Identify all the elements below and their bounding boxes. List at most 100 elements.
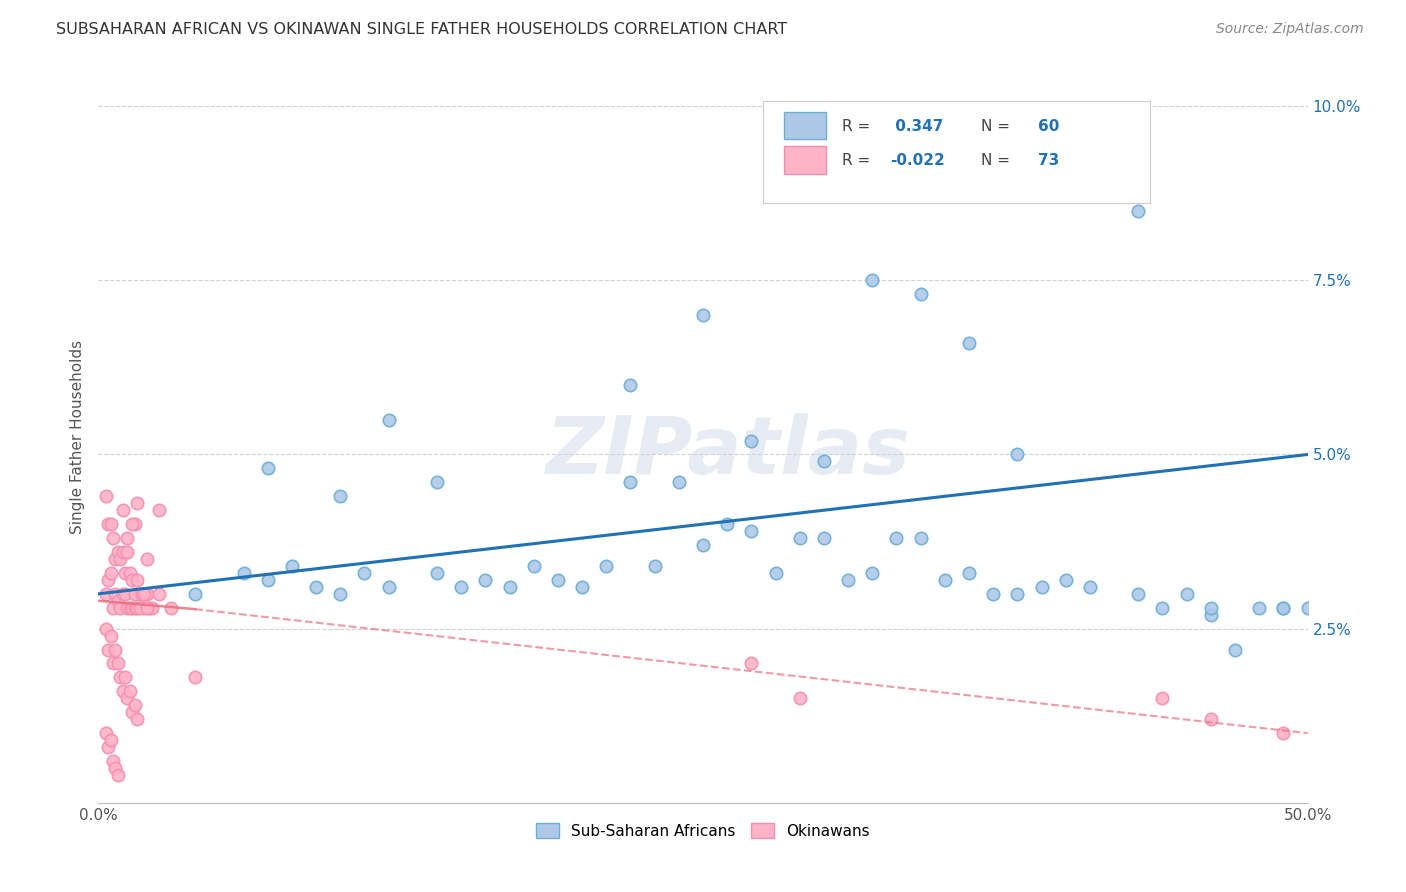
Text: SUBSAHARAN AFRICAN VS OKINAWAN SINGLE FATHER HOUSEHOLDS CORRELATION CHART: SUBSAHARAN AFRICAN VS OKINAWAN SINGLE FA… — [56, 22, 787, 37]
Point — [329, 489, 352, 503]
Point — [128, 600, 150, 615]
Point — [114, 670, 136, 684]
Point — [740, 434, 762, 448]
Point — [1152, 691, 1174, 706]
Point — [131, 587, 153, 601]
Point — [353, 566, 375, 580]
Bar — [785, 112, 827, 139]
Point — [111, 503, 134, 517]
Point — [498, 580, 520, 594]
Point — [108, 600, 131, 615]
Point — [135, 587, 157, 601]
Point — [121, 573, 143, 587]
Point — [910, 287, 932, 301]
Y-axis label: Single Father Households: Single Father Households — [69, 340, 84, 534]
Point — [981, 587, 1004, 601]
Point — [148, 503, 170, 517]
Point — [1199, 712, 1222, 726]
Point — [523, 558, 546, 573]
Point — [124, 517, 146, 532]
Point — [256, 573, 278, 587]
Point — [118, 566, 141, 580]
Point — [111, 684, 134, 698]
Point — [1054, 573, 1077, 587]
Point — [1249, 600, 1271, 615]
Point — [910, 531, 932, 545]
Point — [117, 545, 139, 559]
Point — [184, 670, 207, 684]
Text: R =: R = — [842, 119, 875, 134]
Point — [134, 587, 156, 601]
Point — [104, 761, 127, 775]
Point — [1031, 580, 1053, 594]
Point — [281, 558, 304, 573]
Point — [1128, 587, 1150, 601]
Point — [957, 566, 980, 580]
Point — [1272, 600, 1295, 615]
Point — [957, 336, 980, 351]
Point — [692, 308, 714, 322]
Point — [127, 573, 149, 587]
Point — [305, 580, 328, 594]
Point — [232, 566, 254, 580]
Text: R =: R = — [842, 153, 875, 168]
Point — [104, 642, 127, 657]
Point — [121, 705, 143, 719]
Point — [1152, 600, 1174, 615]
Point — [860, 566, 883, 580]
Point — [107, 594, 129, 608]
Point — [114, 587, 136, 601]
Point — [104, 552, 127, 566]
Point — [100, 733, 122, 747]
Point — [1199, 600, 1222, 615]
Point — [1054, 169, 1077, 183]
Point — [1007, 587, 1029, 601]
Point — [101, 531, 124, 545]
Point — [1223, 642, 1246, 657]
Point — [644, 558, 666, 573]
Point — [127, 712, 149, 726]
Point — [127, 496, 149, 510]
Point — [111, 587, 134, 601]
Point — [377, 580, 399, 594]
Point — [100, 629, 122, 643]
Point — [131, 587, 153, 601]
Point — [934, 573, 956, 587]
Point — [117, 531, 139, 545]
Point — [1296, 600, 1319, 615]
Point — [595, 558, 617, 573]
Point — [377, 412, 399, 426]
Text: N =: N = — [981, 119, 1015, 134]
Point — [450, 580, 472, 594]
Point — [837, 573, 859, 587]
Point — [104, 587, 127, 601]
Point — [108, 552, 131, 566]
Legend: Sub-Saharan Africans, Okinawans: Sub-Saharan Africans, Okinawans — [529, 815, 877, 847]
Point — [108, 670, 131, 684]
Point — [97, 517, 120, 532]
Text: 0.347: 0.347 — [890, 119, 943, 134]
Point — [97, 740, 120, 755]
Point — [135, 552, 157, 566]
Point — [97, 642, 120, 657]
Point — [118, 600, 141, 615]
Point — [426, 475, 449, 490]
Point — [860, 273, 883, 287]
Point — [94, 489, 117, 503]
Point — [474, 573, 496, 587]
Point — [813, 454, 835, 468]
Point — [765, 566, 787, 580]
Point — [107, 545, 129, 559]
Point — [107, 768, 129, 782]
Point — [148, 587, 170, 601]
Point — [141, 600, 163, 615]
Point — [886, 531, 908, 545]
Point — [135, 600, 157, 615]
Point — [117, 691, 139, 706]
Point — [426, 566, 449, 580]
FancyBboxPatch shape — [763, 101, 1150, 203]
Point — [1272, 726, 1295, 740]
Point — [1175, 587, 1198, 601]
Point — [97, 573, 120, 587]
Point — [1272, 600, 1295, 615]
